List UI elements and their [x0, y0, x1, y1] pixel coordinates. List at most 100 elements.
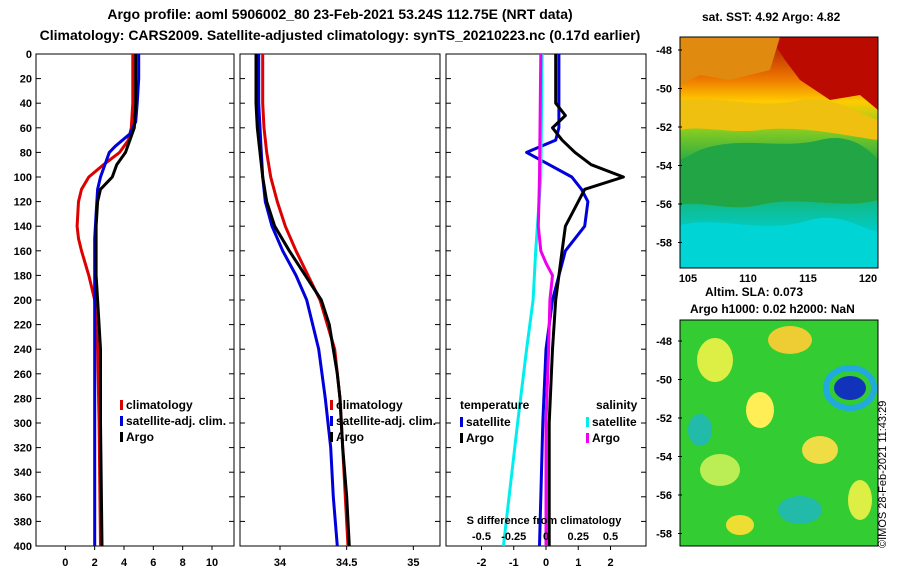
sla-lat-label: -48	[656, 336, 672, 348]
sst-lon-label: 120	[859, 273, 877, 285]
y-tick-label: 400	[14, 541, 32, 553]
legend-group-title: salinity	[596, 398, 638, 412]
series-line-climatology	[75, 54, 135, 547]
sla-blob	[778, 496, 822, 524]
y-tick-label: 340	[14, 467, 32, 479]
sla-map-title-1: Altim. SLA: 0.073	[705, 285, 804, 299]
y-tick-label: 160	[14, 246, 32, 258]
legend-swatch	[120, 432, 123, 442]
x-tick-label: 35	[407, 557, 419, 569]
sla-blob	[746, 392, 774, 428]
legend-label: Argo	[336, 430, 364, 444]
y-tick-label: 260	[14, 369, 32, 381]
series-line-argo	[254, 54, 351, 547]
x-tick-label: 8	[180, 557, 186, 569]
sla-lat-label: -52	[656, 413, 672, 425]
sla-blob	[688, 414, 712, 446]
sla-lat-label: -54	[656, 452, 673, 464]
legend-label: Argo	[126, 430, 154, 444]
sla-blob	[802, 436, 838, 464]
sla-blob	[700, 454, 740, 486]
sub-axis-tick-label: -0.25	[501, 531, 526, 543]
series-line-temperature-satellite	[525, 54, 590, 547]
sst-green-patch	[680, 138, 878, 208]
sst-lon-label: 110	[739, 273, 757, 285]
legend-swatch	[586, 433, 589, 443]
x-tick-label: 0	[62, 557, 68, 569]
legend-swatch	[586, 417, 589, 427]
sla-map	[679, 319, 879, 547]
y-tick-label: 240	[14, 344, 32, 356]
y-tick-label: 120	[14, 197, 32, 209]
y-tick-label: 380	[14, 516, 32, 528]
legend-label: climatology	[336, 398, 403, 412]
series-line-salinity-satellite	[501, 53, 544, 547]
sst-lon-label: 115	[799, 273, 817, 285]
sub-axis-tick-label: 0.5	[603, 531, 618, 543]
sla-blob	[697, 338, 733, 382]
sst-yellow-patch	[680, 98, 878, 140]
y-tick-label: 80	[20, 147, 32, 159]
sla-lat-label: -50	[656, 375, 672, 387]
sst-lon-label: 105	[679, 273, 697, 285]
y-tick-label: 60	[20, 123, 32, 135]
legend-swatch	[460, 433, 463, 443]
legend-swatch	[120, 416, 123, 426]
y-tick-label: 20	[20, 74, 32, 86]
credit-stamp: ©IMOS 28-Feb-2021 11:43:29	[877, 400, 889, 548]
legend-swatch	[330, 432, 333, 442]
legend-swatch	[330, 416, 333, 426]
series-line-temperature-argo	[547, 54, 625, 546]
sst-lat-label: -54	[656, 161, 673, 173]
legend-label: satellite	[592, 415, 637, 429]
sub-axis-tick-label: -0.5	[472, 531, 491, 543]
sla-blob	[823, 365, 877, 411]
legend-label: satellite	[466, 415, 511, 429]
sst-map-title: sat. SST: 4.92 Argo: 4.82	[702, 10, 841, 24]
legend-group-title: temperature	[460, 398, 530, 412]
y-tick-label: 40	[20, 98, 32, 110]
x-tick-label: 6	[150, 557, 156, 569]
series-line-satellite-adj-clim-	[257, 54, 339, 547]
y-tick-label: 320	[14, 443, 32, 455]
x-tick-label: 34.5	[336, 557, 357, 569]
sst-cyan-patch	[680, 217, 878, 268]
plot-frame	[239, 53, 441, 547]
y-tick-label: 360	[14, 492, 32, 504]
legend-swatch	[120, 400, 123, 410]
x-tick-label: 0	[543, 557, 549, 569]
sst-lat-label: -50	[656, 84, 672, 96]
y-tick-label: 140	[14, 221, 32, 233]
x-tick-label: -2	[477, 557, 487, 569]
sst-warm-band	[680, 37, 780, 85]
sla-lat-label: -58	[656, 529, 672, 541]
x-tick-label: 10	[206, 557, 218, 569]
sla-blob	[848, 480, 872, 520]
legend-label: satellite-adj. clim.	[336, 414, 436, 428]
y-tick-label: 180	[14, 270, 32, 282]
sla-blob	[726, 515, 754, 535]
sst-lat-label: -48	[656, 45, 672, 57]
x-tick-label: 2	[607, 557, 613, 569]
y-tick-label: 300	[14, 418, 32, 430]
sla-blob	[834, 376, 866, 400]
y-tick-label: 280	[14, 393, 32, 405]
chart-title-line2: Climatology: CARS2009. Satellite-adjuste…	[39, 27, 641, 43]
sst-lat-label: -52	[656, 122, 672, 134]
legend-swatch	[460, 417, 463, 427]
sub-axis-tick-label: 0	[543, 531, 549, 543]
sla-lat-label: -56	[656, 490, 672, 502]
sst-map	[679, 36, 879, 269]
chart-title-line1: Argo profile: aoml 5906002_80 23-Feb-202…	[107, 6, 573, 22]
legend-swatch	[330, 400, 333, 410]
x-tick-label: 1	[575, 557, 581, 569]
x-tick-label: 2	[92, 557, 98, 569]
sst-warm-patch	[770, 37, 878, 110]
sst-lat-label: -58	[656, 238, 672, 250]
x-tick-label: -1	[509, 557, 519, 569]
legend-label: Argo	[466, 431, 494, 445]
legend-label: climatology	[126, 398, 193, 412]
sla-map-title-2: Argo h1000: 0.02 h2000: NaN	[690, 302, 855, 316]
legend-label: satellite-adj. clim.	[126, 414, 226, 428]
